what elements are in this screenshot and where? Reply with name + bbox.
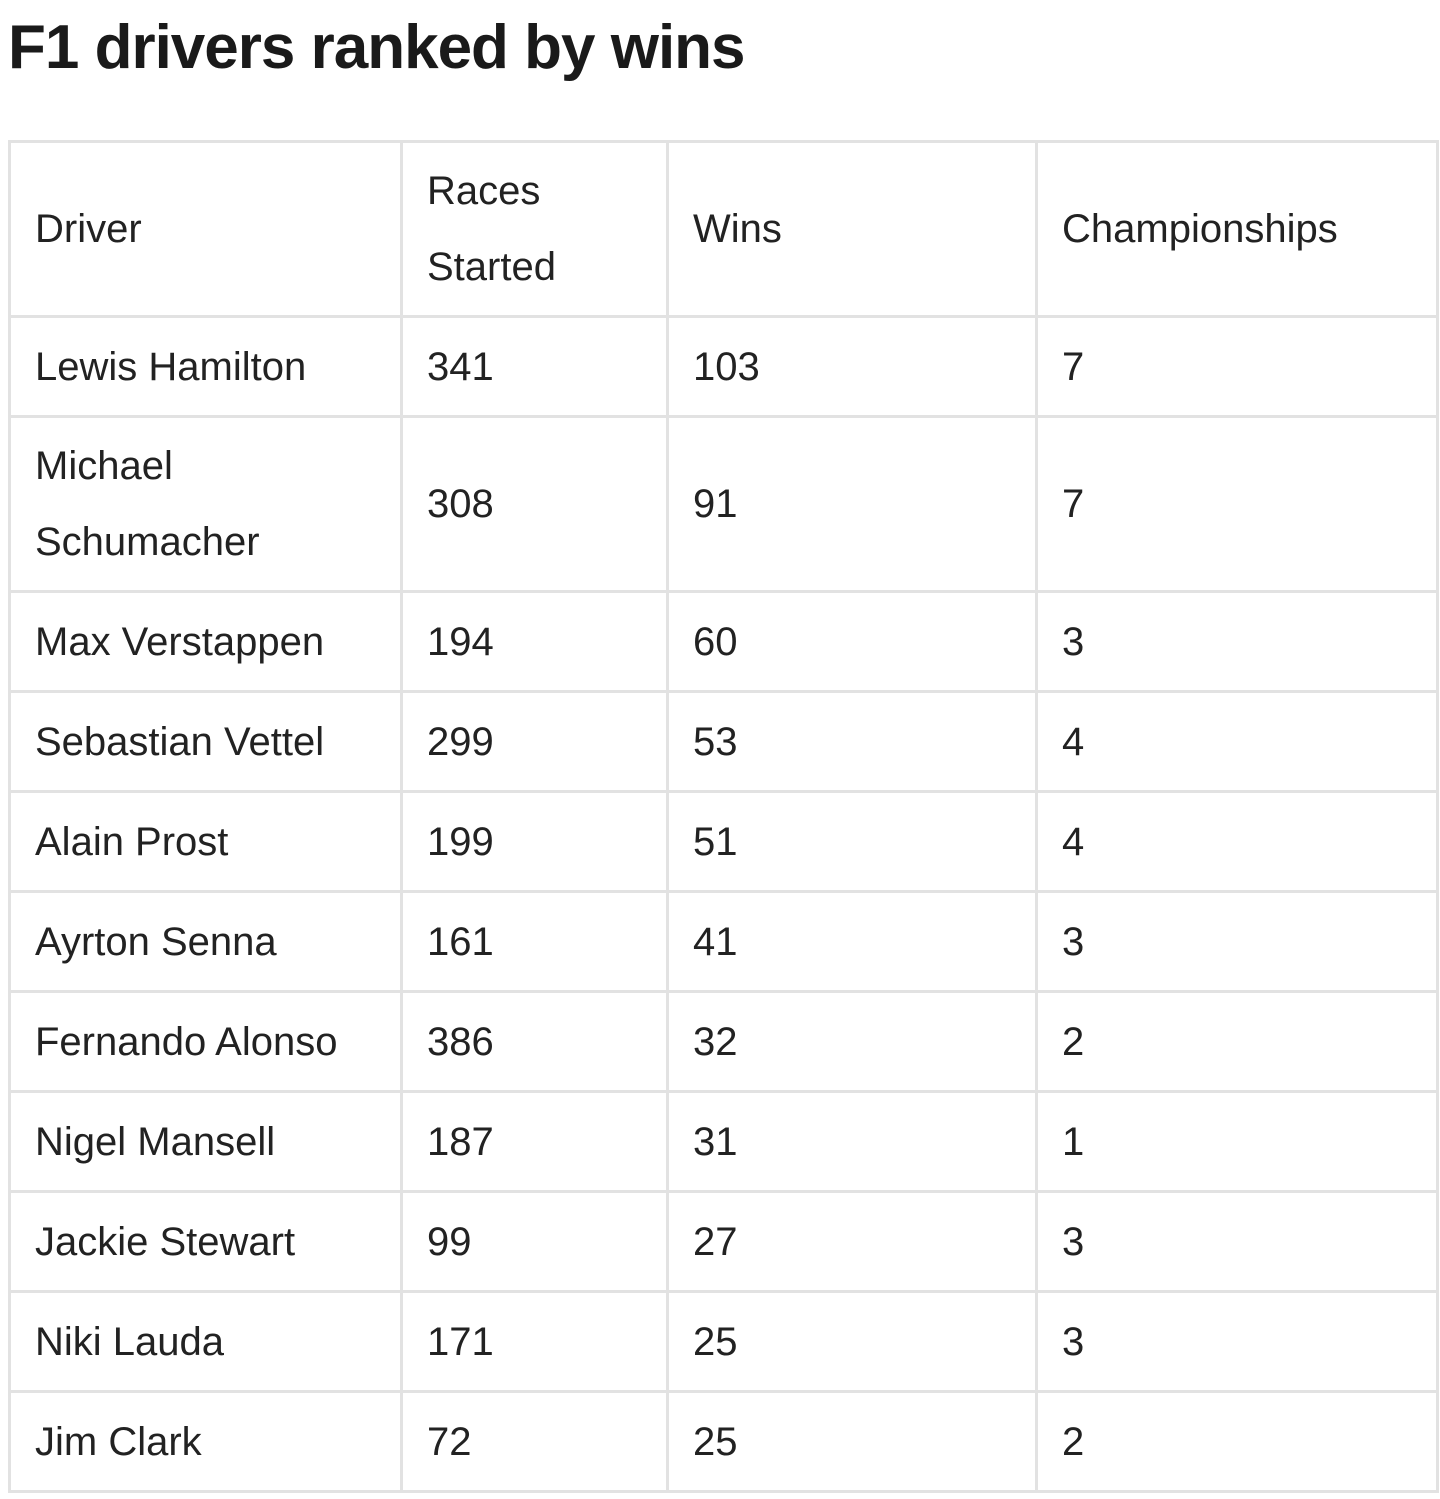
table-row: Max Verstappen 194 60 3 bbox=[8, 590, 1439, 693]
table-row: Lewis Hamilton 341 103 7 bbox=[8, 315, 1439, 418]
cell-races-started: 194 bbox=[400, 590, 669, 693]
cell-races-started: 187 bbox=[400, 1090, 669, 1193]
table-row: Nigel Mansell 187 31 1 bbox=[8, 1090, 1439, 1193]
header-races-started-label: Races Started bbox=[427, 169, 556, 289]
cell-wins: 103 bbox=[666, 315, 1038, 418]
header-wins: Wins bbox=[666, 140, 1038, 318]
cell-driver: Fernando Alonso bbox=[8, 990, 403, 1093]
table-row: Niki Lauda 171 25 3 bbox=[8, 1290, 1439, 1393]
cell-driver-label: Michael Schumacher bbox=[35, 444, 260, 564]
cell-races-started: 161 bbox=[400, 890, 669, 993]
cell-driver: Max Verstappen bbox=[8, 590, 403, 693]
cell-races-started: 386 bbox=[400, 990, 669, 1093]
cell-races-started: 72 bbox=[400, 1390, 669, 1493]
cell-driver: Jackie Stewart bbox=[8, 1190, 403, 1293]
cell-wins: 25 bbox=[666, 1290, 1038, 1393]
header-championships: Championships bbox=[1035, 140, 1439, 318]
cell-driver: Alain Prost bbox=[8, 790, 403, 893]
cell-championships: 2 bbox=[1035, 1390, 1439, 1493]
cell-driver: Nigel Mansell bbox=[8, 1090, 403, 1193]
cell-championships: 4 bbox=[1035, 790, 1439, 893]
cell-races-started: 171 bbox=[400, 1290, 669, 1393]
table-row: Jim Clark 72 25 2 bbox=[8, 1390, 1439, 1493]
cell-wins: 60 bbox=[666, 590, 1038, 693]
cell-championships: 1 bbox=[1035, 1090, 1439, 1193]
cell-races-started: 308 bbox=[400, 415, 669, 593]
cell-driver: Niki Lauda bbox=[8, 1290, 403, 1393]
cell-driver: Ayrton Senna bbox=[8, 890, 403, 993]
cell-wins: 91 bbox=[666, 415, 1038, 593]
cell-wins: 31 bbox=[666, 1090, 1038, 1193]
cell-championships: 2 bbox=[1035, 990, 1439, 1093]
table-header-row: Driver Races Started Wins Championships bbox=[8, 140, 1439, 318]
cell-races-started: 299 bbox=[400, 690, 669, 793]
cell-championships: 4 bbox=[1035, 690, 1439, 793]
cell-wins: 51 bbox=[666, 790, 1038, 893]
cell-championships: 3 bbox=[1035, 1190, 1439, 1293]
header-races-started: Races Started bbox=[400, 140, 669, 318]
cell-championships: 7 bbox=[1035, 415, 1439, 593]
cell-wins: 32 bbox=[666, 990, 1038, 1093]
cell-wins: 27 bbox=[666, 1190, 1038, 1293]
cell-races-started: 99 bbox=[400, 1190, 669, 1293]
cell-championships: 7 bbox=[1035, 315, 1439, 418]
cell-wins: 41 bbox=[666, 890, 1038, 993]
table-row: Fernando Alonso 386 32 2 bbox=[8, 990, 1439, 1093]
cell-championships: 3 bbox=[1035, 590, 1439, 693]
drivers-table: Driver Races Started Wins Championships … bbox=[8, 140, 1439, 1493]
cell-wins: 53 bbox=[666, 690, 1038, 793]
cell-driver: Sebastian Vettel bbox=[8, 690, 403, 793]
cell-championships: 3 bbox=[1035, 890, 1439, 993]
table-row: Sebastian Vettel 299 53 4 bbox=[8, 690, 1439, 793]
cell-races-started: 199 bbox=[400, 790, 669, 893]
table-row: Jackie Stewart 99 27 3 bbox=[8, 1190, 1439, 1293]
cell-driver: Jim Clark bbox=[8, 1390, 403, 1493]
table-row: Alain Prost 199 51 4 bbox=[8, 790, 1439, 893]
cell-driver: Michael Schumacher bbox=[8, 415, 403, 593]
page-title: F1 drivers ranked by wins bbox=[8, 13, 746, 82]
header-driver: Driver bbox=[8, 140, 403, 318]
table-row: Michael Schumacher 308 91 7 bbox=[8, 415, 1439, 593]
table-row: Ayrton Senna 161 41 3 bbox=[8, 890, 1439, 993]
cell-races-started: 341 bbox=[400, 315, 669, 418]
cell-championships: 3 bbox=[1035, 1290, 1439, 1393]
cell-wins: 25 bbox=[666, 1390, 1038, 1493]
cell-driver: Lewis Hamilton bbox=[8, 315, 403, 418]
